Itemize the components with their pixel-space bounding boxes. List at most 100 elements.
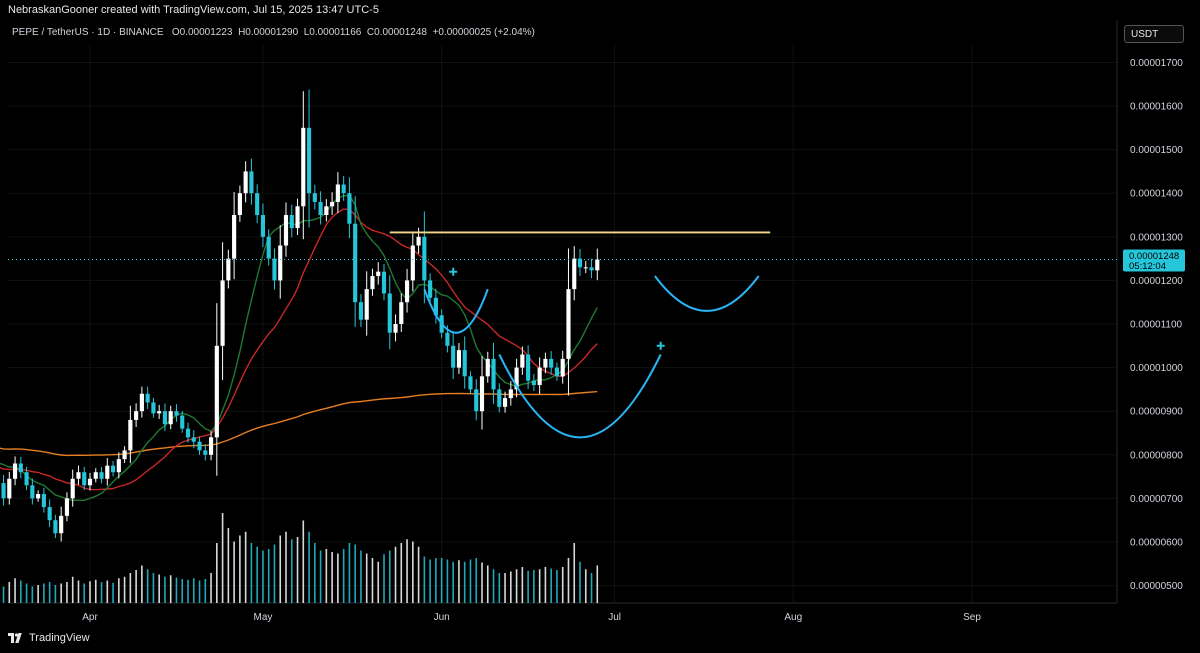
candle-body[interactable]: [456, 350, 462, 368]
candle-body[interactable]: [139, 393, 144, 412]
candle-body[interactable]: [278, 245, 283, 281]
candle-body[interactable]: [110, 465, 116, 473]
candle-body[interactable]: [70, 478, 75, 499]
candle-body[interactable]: [260, 215, 266, 237]
candle-body[interactable]: [12, 463, 18, 479]
candle-body[interactable]: [566, 289, 571, 359]
candle-body[interactable]: [341, 184, 346, 194]
candle-body[interactable]: [18, 463, 23, 473]
candle-body[interactable]: [387, 293, 392, 333]
candle-body[interactable]: [76, 472, 81, 479]
candle-body[interactable]: [185, 428, 191, 438]
candle-body[interactable]: [36, 494, 41, 499]
candle-body[interactable]: [266, 236, 271, 259]
candle-body[interactable]: [364, 289, 369, 320]
candle-body[interactable]: [157, 411, 162, 414]
candle-body[interactable]: [306, 127, 312, 194]
candle-body[interactable]: [191, 437, 196, 442]
candle-body[interactable]: [462, 350, 467, 377]
candle-body[interactable]: [335, 184, 340, 202]
candle-body[interactable]: [479, 376, 485, 412]
candle-body[interactable]: [433, 297, 438, 316]
candle-body[interactable]: [243, 171, 248, 194]
candle-body[interactable]: [249, 171, 254, 194]
candle-body[interactable]: [105, 465, 110, 479]
candle-body[interactable]: [410, 245, 415, 281]
candle-body[interactable]: [428, 280, 433, 298]
candle-body[interactable]: [312, 193, 317, 202]
candle-body[interactable]: [180, 415, 185, 429]
candle-body[interactable]: [116, 459, 121, 473]
candle-body[interactable]: [502, 398, 508, 407]
candle-body[interactable]: [353, 223, 358, 303]
candle-body[interactable]: [30, 485, 35, 499]
candle-body[interactable]: [451, 345, 456, 368]
candle-body[interactable]: [47, 507, 52, 521]
candle-body[interactable]: [255, 193, 260, 216]
candle-body[interactable]: [59, 515, 64, 534]
candle-body[interactable]: [416, 236, 421, 246]
candle-body[interactable]: [289, 215, 294, 229]
candle-body[interactable]: [370, 276, 375, 290]
candle-body[interactable]: [93, 472, 98, 479]
candle-body[interactable]: [324, 206, 329, 216]
candle-body[interactable]: [214, 345, 219, 438]
candle-body[interactable]: [560, 358, 565, 377]
candle-body[interactable]: [376, 271, 381, 277]
candle-body[interactable]: [128, 419, 133, 451]
currency-selector[interactable]: USDT: [1124, 25, 1184, 43]
candle-body[interactable]: [589, 267, 594, 271]
candle-body[interactable]: [508, 389, 513, 399]
candle-body[interactable]: [168, 411, 173, 425]
candle-body[interactable]: [295, 206, 300, 229]
candle-body[interactable]: [520, 354, 525, 368]
candle-body[interactable]: [531, 380, 536, 386]
candle-body[interactable]: [514, 367, 519, 390]
candle-body[interactable]: [220, 280, 225, 346]
candle-body[interactable]: [577, 258, 583, 268]
candle-body[interactable]: [399, 302, 404, 324]
candle-body[interactable]: [174, 411, 179, 416]
candle-body[interactable]: [208, 437, 214, 455]
pattern-arc[interactable]: [423, 288, 489, 334]
candle-body[interactable]: [203, 450, 208, 455]
candle-body[interactable]: [24, 472, 29, 486]
candle-body[interactable]: [330, 201, 335, 207]
candle-body[interactable]: [232, 215, 237, 259]
candle-body[interactable]: [595, 259, 600, 271]
candle-body[interactable]: [99, 472, 104, 479]
pattern-arc[interactable]: [654, 275, 760, 312]
candle-body[interactable]: [272, 258, 277, 281]
symbol-line[interactable]: PEPE / TetherUS · 1D · BINANCE: [12, 27, 164, 38]
candle-body[interactable]: [422, 236, 427, 281]
candle-body[interactable]: [537, 367, 542, 386]
candle-body[interactable]: [301, 127, 306, 207]
candle-body[interactable]: [554, 367, 560, 377]
candle-body[interactable]: [151, 402, 156, 414]
candle-body[interactable]: [237, 193, 242, 216]
candle-body[interactable]: [134, 411, 139, 420]
candle-body[interactable]: [226, 258, 231, 281]
candle-body[interactable]: [583, 267, 588, 269]
tradingview-brand[interactable]: TradingView: [8, 632, 90, 644]
candle-body[interactable]: [283, 215, 289, 246]
candle-body[interactable]: [122, 450, 127, 460]
candle-body[interactable]: [197, 441, 202, 451]
candle-body[interactable]: [318, 201, 323, 216]
candle-body[interactable]: [549, 358, 554, 368]
candle-body[interactable]: [491, 358, 496, 390]
candle-body[interactable]: [404, 280, 410, 303]
candle-body[interactable]: [381, 271, 387, 294]
candle-body[interactable]: [1, 483, 6, 499]
candle-body[interactable]: [393, 324, 398, 333]
pattern-arc[interactable]: [498, 354, 662, 439]
candle-body[interactable]: [82, 472, 87, 486]
candle-body[interactable]: [445, 332, 450, 346]
candle-body[interactable]: [526, 354, 531, 381]
candle-body[interactable]: [7, 478, 12, 499]
candle-body[interactable]: [474, 389, 479, 412]
candle-body[interactable]: [485, 358, 490, 377]
candle-body[interactable]: [358, 302, 364, 320]
candle-body[interactable]: [347, 193, 352, 224]
